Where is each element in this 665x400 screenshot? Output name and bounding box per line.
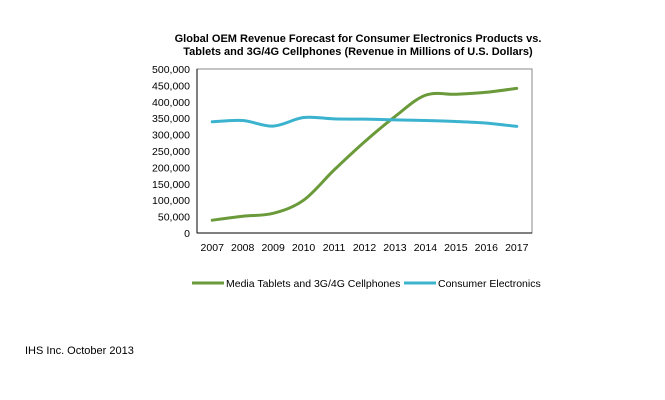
y-tick-label: 350,000 bbox=[152, 113, 190, 125]
y-tick-label: 300,000 bbox=[152, 130, 190, 142]
y-tick-label: 450,000 bbox=[152, 80, 190, 92]
chart-title-line-1: Global OEM Revenue Forecast for Consumer… bbox=[175, 33, 542, 45]
series-lines bbox=[210, 86, 519, 222]
y-tick-label: 500,000 bbox=[152, 64, 190, 76]
y-tick-label: 50,000 bbox=[158, 212, 190, 224]
y-tick-label: 250,000 bbox=[152, 146, 190, 158]
x-tick-label: 2012 bbox=[353, 242, 377, 254]
x-tick-label: 2010 bbox=[292, 242, 316, 254]
x-tick-label: 2007 bbox=[201, 242, 225, 254]
x-tick-label: 2009 bbox=[261, 242, 285, 254]
x-tick-label: 2013 bbox=[383, 242, 407, 254]
x-tick-labels: 2007 2008 2009 2010 2011 2012 2013 2014 2015 2016… bbox=[201, 242, 529, 254]
series-line-consumer-electronics bbox=[210, 115, 519, 128]
x-tick-label: 2011 bbox=[323, 242, 346, 254]
chart-title: Global OEM Revenue Forecast for Consumer… bbox=[175, 33, 542, 58]
y-tick-label: 100,000 bbox=[152, 195, 190, 207]
y-tick-label: 200,000 bbox=[152, 162, 190, 174]
source-footer: IHS Inc. October 2013 bbox=[25, 345, 134, 357]
x-tick-label: 2016 bbox=[475, 242, 499, 254]
x-tick-label: 2015 bbox=[444, 242, 468, 254]
x-tick-label: 2017 bbox=[505, 242, 529, 254]
x-tick-label: 2014 bbox=[414, 242, 438, 254]
legend: Media Tablets and 3G/4G Cellphones Consu… bbox=[192, 278, 541, 290]
legend-label-media-tablets: Media Tablets and 3G/4G Cellphones bbox=[226, 278, 400, 290]
y-tick-label: 400,000 bbox=[152, 97, 190, 109]
y-tick-label: 0 bbox=[184, 228, 190, 240]
y-tick-label: 150,000 bbox=[152, 179, 190, 191]
y-tick-labels: 0 50,000 100,000 150,000 200,000 250,000 300,0… bbox=[152, 64, 190, 240]
x-tick-label: 2008 bbox=[231, 242, 255, 254]
chart-title-line-2: Tablets and 3G/4G Cellphones (Revenue in… bbox=[183, 46, 533, 58]
legend-label-consumer-electronics: Consumer Electronics bbox=[438, 278, 541, 290]
series-line-media-tablets bbox=[210, 86, 519, 222]
